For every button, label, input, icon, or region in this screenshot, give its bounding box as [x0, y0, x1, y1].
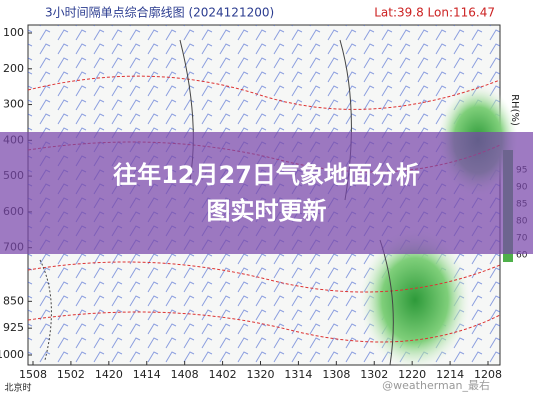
x-tick-label: 1214: [436, 368, 464, 381]
y-tick-label: 850: [3, 294, 24, 307]
time-label: 北京时: [4, 382, 31, 394]
x-tick-label: 1320: [247, 368, 275, 381]
y-tick-label: 300: [3, 98, 24, 111]
x-tick-label: 1314: [284, 368, 312, 381]
watermark: @weatherman_最右: [382, 378, 490, 392]
y-tick-label: 1000: [0, 348, 24, 361]
x-tick-label: 1502: [57, 368, 85, 381]
x-tick-label: 1308: [322, 368, 350, 381]
x-tick-label: 1220: [398, 368, 426, 381]
x-tick-label: 1508: [19, 368, 47, 381]
y-tick-label: 200: [3, 62, 24, 75]
x-tick-label: 1302: [360, 368, 388, 381]
colorbar-label: 60: [516, 251, 528, 261]
x-tick-label: 1420: [95, 368, 123, 381]
x-tick-label: 1408: [171, 368, 199, 381]
overlay-title: 往年12月27日气象地面分析图实时更新: [113, 161, 420, 225]
y-tick-label: 925: [3, 321, 24, 334]
location: Lat:39.8 Lon:116.47: [374, 6, 495, 20]
x-tick-label: 1414: [133, 368, 161, 381]
colorbar-title: RH(%): [509, 94, 520, 126]
x-tick-label: 1208: [474, 368, 502, 381]
title-band: 往年12月27日气象地面分析图实时更新: [0, 132, 533, 254]
y-tick-label: 100: [3, 26, 24, 39]
chart-title: 3小时间隔单点综合廓线图 (2024121200): [45, 5, 274, 20]
x-tick-label: 1402: [209, 368, 237, 381]
